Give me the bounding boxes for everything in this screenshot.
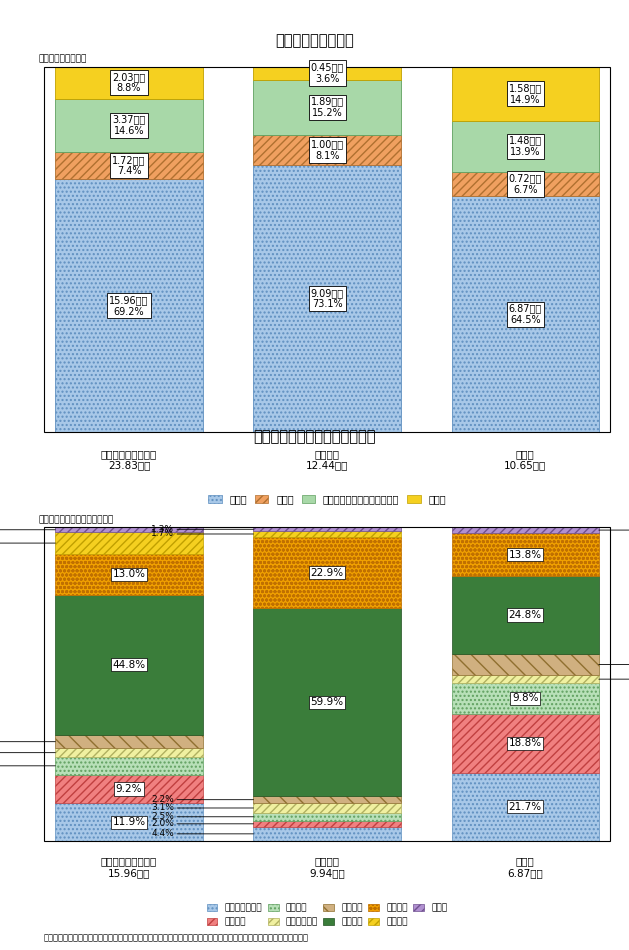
Text: 都道府県・市町村計
23.83兆円: 都道府県・市町村計 23.83兆円 <box>101 448 157 470</box>
Text: 0.72兆円
6.7%: 0.72兆円 6.7% <box>508 173 542 195</box>
Text: 4.4%: 4.4% <box>152 829 253 838</box>
Bar <box>44 66 610 432</box>
Bar <box>253 531 401 537</box>
Text: 4.2%: 4.2% <box>0 737 55 746</box>
Text: 6.8%: 6.8% <box>599 660 629 669</box>
Bar <box>55 527 203 532</box>
Text: 都道府県・市町村計
15.96兆円: 都道府県・市町村計 15.96兆円 <box>101 857 157 878</box>
Bar <box>44 527 610 841</box>
Bar <box>55 532 203 554</box>
Text: 44.8%: 44.8% <box>113 660 145 670</box>
Bar <box>253 527 401 531</box>
Bar <box>253 803 401 813</box>
Bar <box>452 533 599 576</box>
Bar <box>55 66 203 99</box>
Text: （１）　費目別内訳: （１） 費目別内訳 <box>275 33 354 48</box>
Text: 1.7%: 1.7% <box>151 529 253 539</box>
Text: 市町村
6.87兆円: 市町村 6.87兆円 <box>508 857 543 878</box>
Text: 2.8%: 2.8% <box>0 749 55 757</box>
Text: 2.5%: 2.5% <box>152 812 253 821</box>
Text: （職員給の部門別構成比、％）: （職員給の部門別構成比、％） <box>38 515 114 524</box>
Text: 都道府県
9.94兆円: 都道府県 9.94兆円 <box>309 857 345 878</box>
Bar <box>253 537 401 608</box>
Text: 都道府県
12.44兆円: 都道府県 12.44兆円 <box>306 448 348 470</box>
Text: （費目別内訳、％）: （費目別内訳、％） <box>38 54 87 63</box>
Bar <box>452 772 599 841</box>
Bar <box>253 135 401 165</box>
Bar <box>253 608 401 796</box>
Text: （備考）総務省「人件費の費目別内訳の状況（令和４年度）」「職員給の部門別構成比（令和４年度）」により作成。: （備考）総務省「人件費の費目別内訳の状況（令和４年度）」「職員給の部門別構成比（… <box>44 934 309 942</box>
Bar <box>55 774 203 804</box>
Text: 9.2%: 9.2% <box>116 784 142 794</box>
Text: 21.7%: 21.7% <box>509 802 542 811</box>
Bar <box>253 826 401 841</box>
Bar <box>452 172 599 197</box>
Bar <box>452 66 599 121</box>
Text: 6.87兆円
64.5%: 6.87兆円 64.5% <box>509 303 542 325</box>
Text: 2.2%: 2.2% <box>152 795 253 805</box>
Bar <box>55 152 203 180</box>
Text: 59.9%: 59.9% <box>311 697 343 708</box>
Bar <box>55 757 203 774</box>
Text: 3.1%: 3.1% <box>151 804 253 812</box>
Text: 22.9%: 22.9% <box>311 567 343 578</box>
Bar <box>452 654 599 675</box>
Text: 1.8%: 1.8% <box>599 525 629 535</box>
Bar <box>452 675 599 683</box>
Text: 2.0%: 2.0% <box>152 819 253 828</box>
Text: 2.03兆円
8.8%: 2.03兆円 8.8% <box>113 72 145 93</box>
Text: （２）　職員給の部門別構成比: （２） 職員給の部門別構成比 <box>253 429 376 445</box>
Bar <box>55 554 203 595</box>
Legend: 議会・総務関係, 民生関係, 衛生関係, 農林水産関係, 土木関係, 教育関係, 警察関係, 消防関係, その他: 議会・総務関係, 民生関係, 衛生関係, 農林水産関係, 土木関係, 教育関係,… <box>203 901 451 930</box>
Text: 3.37兆円
14.6%: 3.37兆円 14.6% <box>113 115 145 136</box>
Text: 1.58兆円
14.9%: 1.58兆円 14.9% <box>509 83 542 104</box>
Text: 0.45兆円
3.6%: 0.45兆円 3.6% <box>311 63 343 84</box>
Bar <box>452 683 599 713</box>
Bar <box>253 813 401 821</box>
Bar <box>253 796 401 803</box>
Bar <box>55 180 203 432</box>
Text: 1.48兆円
13.9%: 1.48兆円 13.9% <box>509 136 542 157</box>
Bar <box>452 576 599 654</box>
Bar <box>253 80 401 135</box>
Bar <box>253 821 401 826</box>
Text: 5.6%: 5.6% <box>0 761 55 770</box>
Bar <box>253 165 401 432</box>
Bar <box>55 804 203 841</box>
Bar <box>55 749 203 757</box>
Text: 15.96兆円
69.2%: 15.96兆円 69.2% <box>109 294 148 316</box>
Bar <box>452 713 599 772</box>
Bar <box>55 595 203 735</box>
Text: 1.89兆円
15.2%: 1.89兆円 15.2% <box>311 97 343 118</box>
Bar <box>55 735 203 749</box>
Text: 18.8%: 18.8% <box>509 738 542 749</box>
Text: 24.8%: 24.8% <box>509 610 542 620</box>
Text: 13.0%: 13.0% <box>113 569 145 580</box>
Text: 1.72兆円
7.4%: 1.72兆円 7.4% <box>112 155 146 177</box>
Text: 13.8%: 13.8% <box>509 549 542 560</box>
Text: 1.6%: 1.6% <box>0 525 55 534</box>
Text: 6.9%: 6.9% <box>0 539 55 547</box>
Text: 1.00兆円
8.1%: 1.00兆円 8.1% <box>311 140 343 161</box>
Text: 1.3%: 1.3% <box>151 524 253 534</box>
Bar <box>452 197 599 432</box>
Bar <box>253 66 401 80</box>
Text: 11.9%: 11.9% <box>113 817 145 827</box>
Text: 9.09兆円
73.1%: 9.09兆円 73.1% <box>311 288 343 310</box>
Legend: 職員給, 退職金, 地方公務員共済組合等負担金, その他: 職員給, 退職金, 地方公務員共済組合等負担金, その他 <box>204 490 450 508</box>
Text: 2.5%: 2.5% <box>599 674 629 684</box>
Bar <box>452 527 599 533</box>
Text: 9.8%: 9.8% <box>512 694 538 703</box>
Text: 市町村
10.65兆円: 市町村 10.65兆円 <box>504 448 547 470</box>
Bar <box>452 121 599 172</box>
Bar <box>55 99 203 152</box>
